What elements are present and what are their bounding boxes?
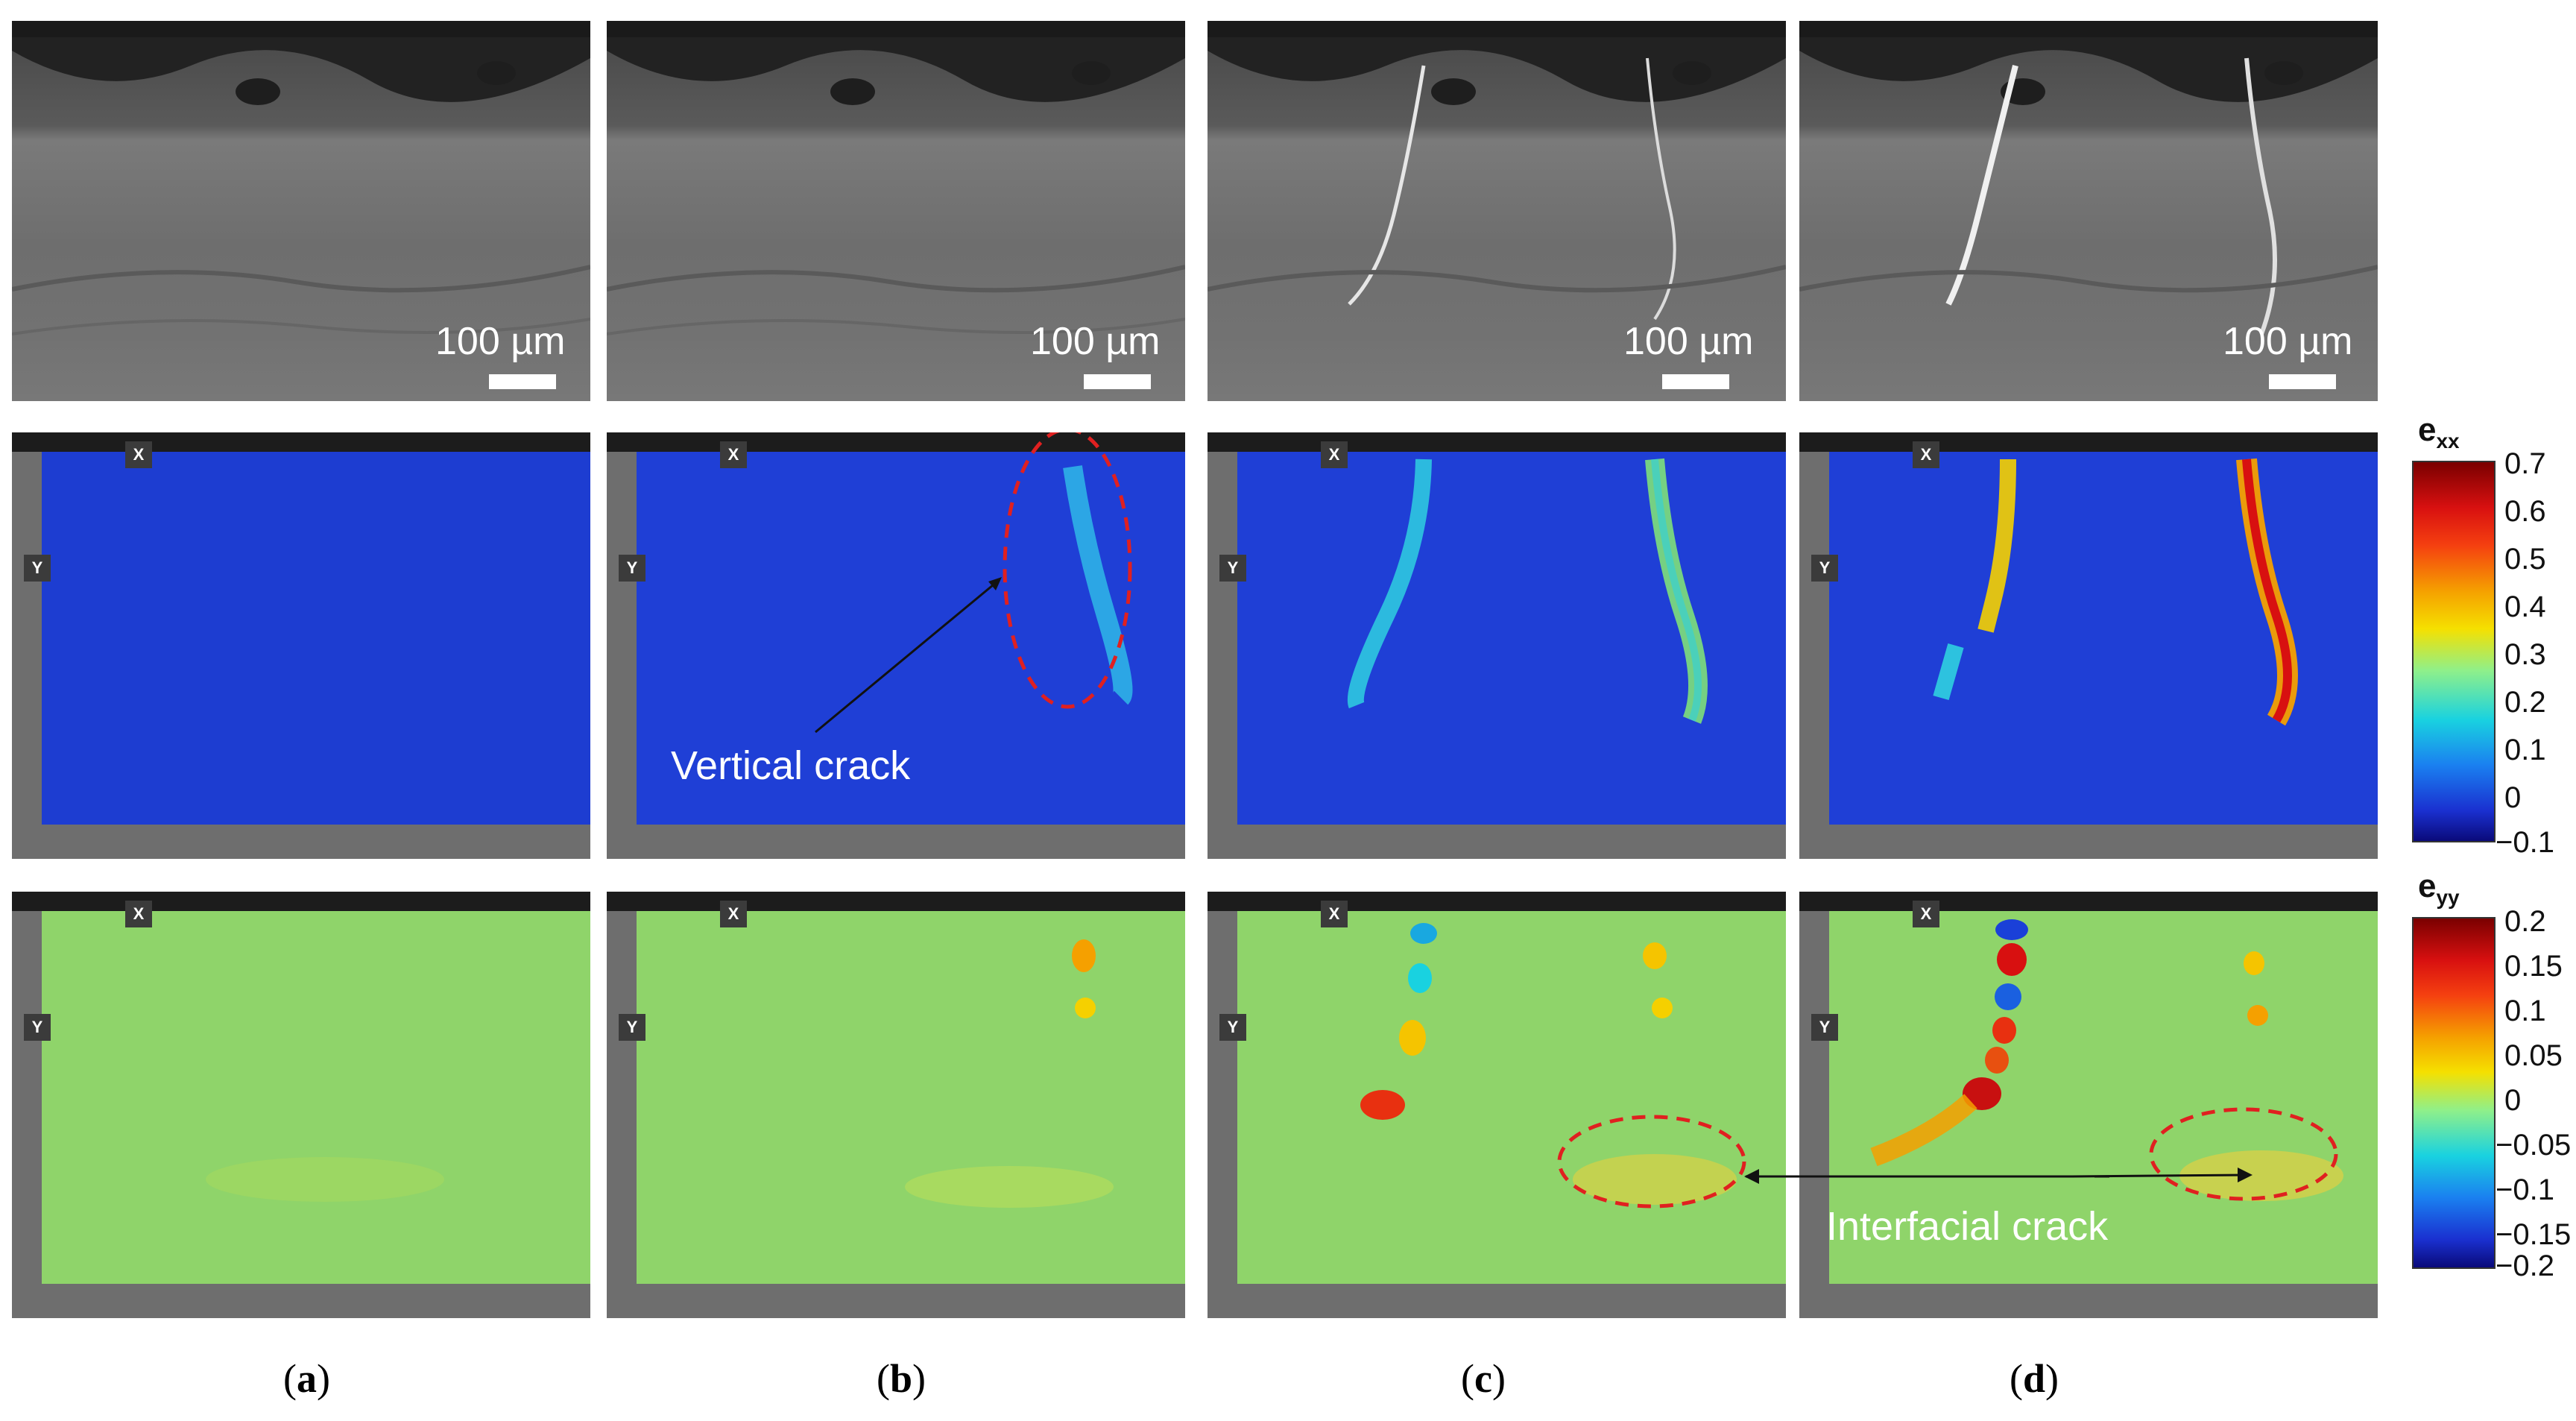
exx-tick: 0 — [2504, 781, 2522, 814]
exx-map-c: X Y — [1208, 432, 1786, 859]
sem-image-c: 100 µm — [1208, 21, 1786, 401]
eyy-field — [637, 911, 1185, 1284]
eyy-tick: 0.05 — [2504, 1039, 2563, 1072]
exx-tick: −0.1 — [2496, 826, 2554, 859]
x-axis-tag: X — [125, 901, 152, 927]
eyy-field — [42, 911, 590, 1284]
scale-bar-label: 100 µm — [1030, 320, 1161, 363]
sem-texture — [1799, 37, 2378, 335]
sem-image-a: 100 µm — [12, 21, 590, 401]
y-axis-tag: Y — [1811, 555, 1838, 582]
y-axis-tag: Y — [619, 555, 645, 582]
sem-image-b: 100 µm — [607, 21, 1185, 401]
x-axis-tag: X — [1321, 901, 1348, 927]
exx-map-b: X Y Vertical crack — [607, 432, 1185, 859]
eyy-map-b: X Y — [607, 892, 1185, 1318]
subfigure-label-d: (d) — [2010, 1356, 2059, 1401]
eyy-field — [1829, 911, 2378, 1284]
subfigure-label-a: (a) — [283, 1356, 330, 1401]
interfacial-ellipse-c — [1557, 1115, 1746, 1209]
y-axis-tag: Y — [619, 1014, 645, 1041]
exx-tick: 0.6 — [2504, 495, 2546, 528]
y-axis-tag: Y — [1811, 1014, 1838, 1041]
eyy-colorbar-title: eyy — [2418, 868, 2460, 909]
vertical-crack-label: Vertical crack — [671, 743, 911, 788]
exx-tick: 0.5 — [2504, 543, 2546, 576]
interfacial-crack-label: Interfacial crack — [1826, 1204, 2109, 1249]
crack-annotation-ellipse — [815, 432, 1132, 734]
eyy-map-d: X Y — [1799, 892, 2378, 1318]
y-axis-tag: Y — [24, 555, 51, 582]
x-axis-tag: X — [1913, 901, 1939, 927]
eyy-tick: 0.2 — [2504, 905, 2546, 938]
scale-bar — [2269, 374, 2336, 389]
y-axis-tag: Y — [1219, 1014, 1246, 1041]
y-axis-tag: Y — [1219, 555, 1246, 582]
exx-field — [42, 452, 590, 825]
eyy-tick: −0.05 — [2496, 1129, 2572, 1162]
eyy-colorbar — [2412, 917, 2496, 1269]
exx-colorbar-title: exx — [2418, 412, 2460, 453]
scale-bar-label: 100 µm — [1623, 320, 1754, 363]
x-axis-tag: X — [1321, 441, 1348, 468]
exx-field — [1829, 452, 2378, 825]
exx-tick: 0.3 — [2504, 638, 2546, 671]
y-axis-tag: Y — [24, 1014, 51, 1041]
scale-bar — [489, 374, 556, 389]
exx-tick: 0.2 — [2504, 686, 2546, 719]
exx-field — [637, 452, 1185, 825]
scale-bar — [1084, 374, 1151, 389]
exx-field — [1237, 452, 1786, 825]
sem-texture — [12, 37, 590, 335]
sem-texture — [1208, 37, 1786, 321]
eyy-field — [1237, 911, 1786, 1284]
exx-map-d: X Y — [1799, 432, 2378, 859]
scale-bar — [1662, 374, 1729, 389]
interfacial-crack-arrows — [1744, 1168, 2253, 1184]
x-axis-tag: X — [1913, 441, 1939, 468]
eyy-tick: −0.2 — [2496, 1250, 2554, 1282]
subfigure-label-b: (b) — [877, 1356, 926, 1401]
eyy-tick: 0.1 — [2504, 995, 2546, 1027]
sem-texture — [607, 37, 1185, 335]
sem-image-d: 100 µm — [1799, 21, 2378, 401]
exx-tick: 0.7 — [2504, 447, 2546, 480]
x-axis-tag: X — [125, 441, 152, 468]
scale-bar-label: 100 µm — [2223, 320, 2353, 363]
scale-bar-label: 100 µm — [435, 320, 566, 363]
eyy-tick: 0 — [2504, 1084, 2522, 1117]
eyy-map-c: X Y — [1208, 892, 1786, 1318]
exx-tick: 0.4 — [2504, 590, 2546, 623]
eyy-tick: −0.15 — [2496, 1218, 2572, 1251]
eyy-tick: 0.15 — [2504, 950, 2563, 983]
interfacial-ellipse-d — [2149, 1107, 2338, 1201]
exx-map-a: X Y — [12, 432, 590, 859]
exx-colorbar — [2412, 461, 2496, 842]
eyy-tick: −0.1 — [2496, 1173, 2554, 1206]
x-axis-tag: X — [720, 901, 747, 927]
eyy-map-a: X Y — [12, 892, 590, 1318]
exx-tick: 0.1 — [2504, 734, 2546, 766]
x-axis-tag: X — [720, 441, 747, 468]
subfigure-label-c: (c) — [1461, 1356, 1506, 1401]
